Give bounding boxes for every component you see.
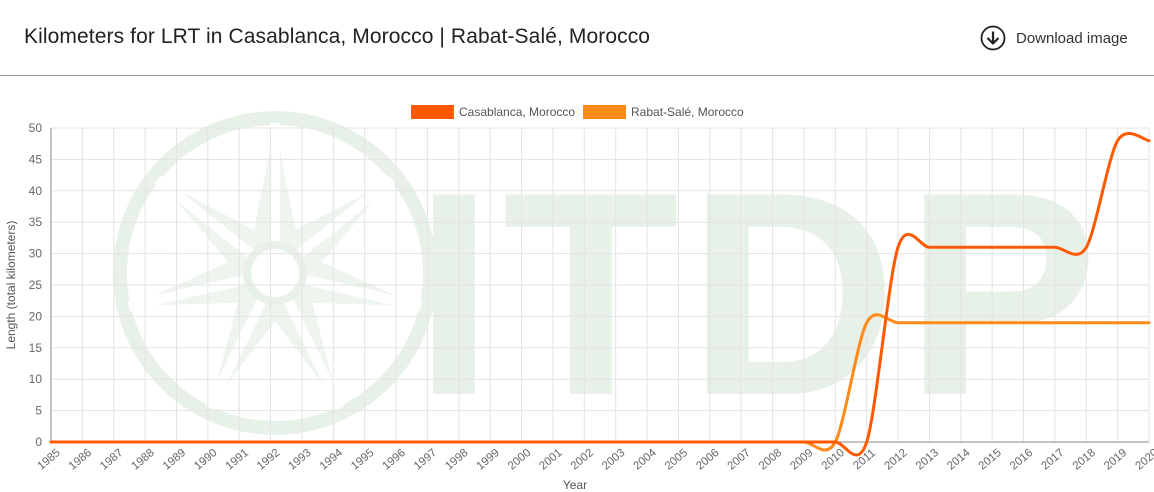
itdp-watermark: ITDP (113, 111, 1107, 456)
chart-area: ITDP 0 5 10 15 20 25 30 35 40 45 50 1985 1986 1987 198… (0, 98, 1154, 492)
y-tick-label: 45 (29, 152, 43, 166)
chart-title: Kilometers for LRT in Casablanca, Morocc… (24, 25, 651, 48)
x-tick-label: 2020 (1133, 447, 1154, 473)
y-tick-label: 40 (29, 184, 43, 198)
y-tick-label: 30 (29, 247, 43, 261)
series-line-casablanca-morocco (49, 132, 1151, 457)
y-tick-label: 35 (29, 215, 43, 229)
x-tick-label: 1988 (130, 447, 157, 473)
download-image-button[interactable]: Download image (980, 24, 1128, 52)
x-tick-label: 1991 (224, 447, 251, 473)
y-tick-label: 10 (29, 372, 43, 386)
x-tick-label: 1987 (98, 447, 125, 473)
download-label: Download image (1016, 29, 1128, 47)
y-tick-label: 5 (35, 404, 42, 418)
watermark-text: ITDP (414, 132, 1107, 456)
download-icon (980, 25, 1006, 51)
x-tick-label: 1992 (255, 447, 282, 473)
series-lines (49, 132, 1151, 457)
x-tick-label: 1985 (35, 447, 62, 473)
chart-header: Kilometers for LRT in Casablanca, Morocc… (0, 0, 1154, 76)
legend-swatch-casablanca-morocco (411, 105, 454, 119)
y-tick-label: 25 (29, 278, 43, 292)
y-tick-label: 15 (29, 341, 43, 355)
watermark-ring (113, 111, 437, 435)
x-tick-label: 1994 (318, 446, 346, 472)
x-tick-label: 1986 (67, 447, 94, 473)
x-tick-label: 1995 (349, 447, 376, 473)
legend-swatch-rabat-sal-morocco (583, 105, 626, 119)
legend: Casablanca, Morocco Rabat-Salé, Morocco (411, 105, 744, 119)
watermark-hub (243, 241, 307, 305)
y-axis-title: Length (total kilometers) (4, 221, 18, 350)
legend-label-rabat-sal-morocco: Rabat-Salé, Morocco (631, 105, 744, 119)
x-axis-title: Year (563, 478, 587, 492)
y-tick-label: 50 (29, 121, 43, 135)
y-tick-label: 20 (29, 309, 43, 323)
y-tick-label: 0 (35, 435, 42, 449)
x-tick-label: 1996 (380, 447, 407, 473)
legend-label-casablanca-morocco: Casablanca, Morocco (459, 105, 575, 119)
x-tick-label: 1990 (192, 447, 219, 473)
x-tick-label: 1993 (286, 447, 313, 473)
x-tick-label: 1989 (161, 447, 188, 473)
